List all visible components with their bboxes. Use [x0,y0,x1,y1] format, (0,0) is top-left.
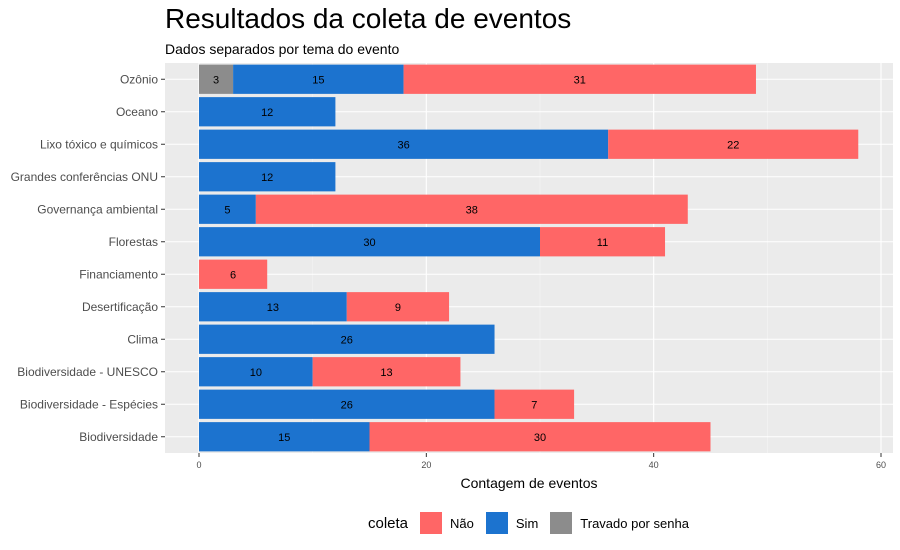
x-tick-label: 20 [421,460,431,470]
y-axis-labels: Ozônio Oceano Lixo tóxico e químicos Grande… [11,72,165,444]
bar-value-label: 11 [597,237,608,249]
bar-value-label: 26 [341,334,353,346]
legend-label-nao: Não [450,515,474,531]
chart-subtitle: Dados separados por tema do evento [165,41,400,57]
bar-value-label: 10 [250,367,262,379]
legend: coleta Não Sim Travado por senha [368,512,701,534]
bar-value-label: 7 [531,399,537,411]
bar-value-label: 30 [363,237,375,249]
x-axis-labels: 0 20 40 60 [196,453,886,470]
bar-value-label: 15 [278,432,290,444]
bar-segment [199,194,256,224]
bar-segment [403,64,756,94]
x-tick-label: 0 [196,460,201,470]
x-tick-label: 60 [876,460,886,470]
bar-value-label: 15 [312,74,324,86]
legend-key-nao [420,512,443,534]
bar-segment [199,389,495,419]
legend-label-sim: Sim [515,515,539,531]
bar-segment [199,292,347,322]
y-tick-label: Biodiversidade - Espécies [20,397,158,411]
legend-item-nao: Não [420,512,474,534]
y-tick-label: Oceano [116,105,158,119]
y-tick-label: Grandes conferências ONU [11,170,158,184]
y-tick-label: Biodiversidade [79,430,158,444]
bar-value-label: 6 [230,269,236,281]
bar-segment [199,129,609,159]
bar-value-label: 36 [397,139,409,151]
bar-segment [199,227,540,257]
bar-value-label: 5 [224,204,230,216]
legend-key-travado [550,512,573,534]
bar-segment [199,64,234,94]
bar-value-label: 3 [213,74,219,86]
y-tick-label: Biodiversidade - UNESCO [17,365,158,379]
bar-value-label: 22 [727,139,739,151]
legend-title: coleta [368,514,409,532]
y-tick-label: Ozônio [120,72,158,86]
plot-panel [165,63,893,453]
bar-segment [233,64,404,94]
bar-segment [608,129,859,159]
y-tick-label: Governança ambiental [37,202,158,216]
bar-segment [199,259,268,289]
legend-label-travado: Travado por senha [580,515,689,531]
bar-segment [199,324,495,354]
bar-value-label: 26 [341,399,353,411]
bar-value-label: 38 [466,204,478,216]
bar-segment [540,227,666,257]
y-tick-label: Financiamento [79,267,158,281]
legend-item-travado: Travado por senha [550,512,689,534]
bar-segment [346,292,450,322]
bar-segment [199,97,336,127]
bar-value-label: 13 [267,302,279,314]
bar-segment [199,422,370,452]
bar-value-label: 31 [574,74,586,86]
y-tick-label: Lixo tóxico e químicos [40,137,158,151]
y-tick-label: Clima [127,332,158,346]
y-tick-label: Florestas [109,235,158,249]
x-tick-label: 40 [649,460,659,470]
bar-value-label: 9 [395,302,401,314]
bar-value-label: 13 [380,367,392,379]
bar-segment [199,357,313,387]
bar-segment [369,422,711,452]
bar-value-label: 30 [534,432,546,444]
bar-segment [312,357,461,387]
bar-segment [199,162,336,192]
bar-segment [255,194,688,224]
legend-key-sim [485,512,508,534]
bar-value-label: 12 [261,107,273,119]
chart-title: Resultados da coleta de eventos [165,3,572,34]
bars: 3 15 31 12 36 22 12 5 38 30 11 6 13 9 26 10 13 26 7 15 30 [199,64,859,452]
x-axis-title: Contagem de eventos [461,475,598,491]
y-tick-label: Desertificação [82,300,158,314]
bar-value-label: 12 [261,172,273,184]
legend-item-sim: Sim [485,512,539,534]
bar-segment [494,389,575,419]
